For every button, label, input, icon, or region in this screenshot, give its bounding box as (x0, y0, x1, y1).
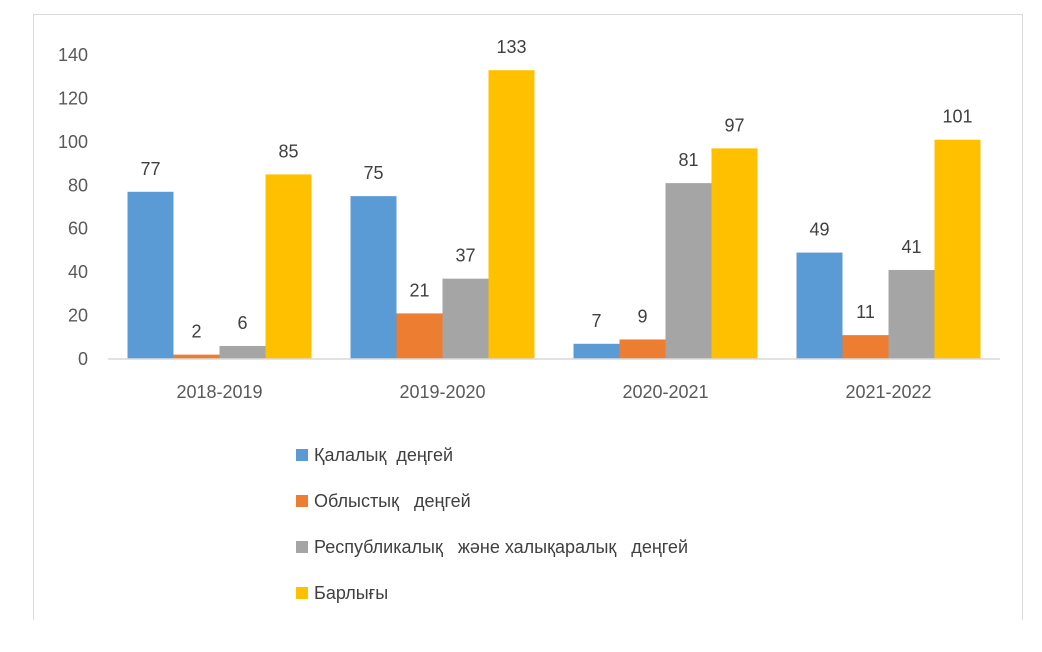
x-tick-label: 2019-2020 (399, 382, 485, 402)
data-label: 21 (409, 280, 429, 300)
x-tick-label: 2021-2022 (845, 382, 931, 402)
bar (796, 252, 843, 359)
legend-item: Республикалық және халықаралық деңгей (296, 524, 688, 570)
bar (619, 339, 666, 359)
bar (173, 354, 220, 359)
legend-label: Барлығы (314, 582, 389, 603)
bar (219, 345, 266, 359)
y-tick-label: 0 (78, 349, 88, 369)
bar (711, 148, 758, 359)
data-label: 7 (591, 311, 601, 331)
data-label: 9 (637, 306, 647, 326)
bar (573, 343, 620, 359)
y-tick-label: 60 (68, 219, 88, 239)
data-label: 11 (856, 302, 875, 322)
y-tick-label: 140 (58, 45, 88, 65)
legend-item: Қалалық деңгей (296, 432, 688, 478)
data-label: 37 (455, 246, 475, 266)
legend-swatch (296, 541, 308, 553)
bar (442, 278, 489, 359)
legend-swatch (296, 587, 308, 599)
x-tick-label: 2020-2021 (622, 382, 708, 402)
data-label: 97 (724, 115, 744, 135)
y-tick-label: 100 (58, 132, 88, 152)
data-label: 41 (901, 237, 921, 257)
legend-item: Облыстық деңгей (296, 478, 688, 524)
bar (350, 196, 397, 359)
bar (665, 183, 712, 359)
legend-label: Облыстық деңгей (314, 490, 471, 511)
data-label: 49 (809, 220, 829, 240)
chart-frame (33, 14, 1023, 620)
data-label: 85 (278, 141, 298, 161)
data-label: 77 (140, 159, 160, 179)
data-label: 101 (942, 107, 972, 127)
data-label: 75 (363, 163, 383, 183)
legend-swatch (296, 449, 308, 461)
bar (127, 191, 174, 359)
bar (488, 70, 535, 359)
legend-label: Қалалық деңгей (314, 444, 454, 465)
bar (842, 335, 889, 359)
bar (265, 174, 312, 359)
y-tick-label: 80 (68, 175, 88, 195)
legend-item: Барлығы (296, 570, 688, 616)
bar (934, 139, 981, 359)
y-tick-label: 20 (68, 306, 88, 326)
legend: Қалалық деңгей Облыстық деңгей Республикал… (296, 432, 688, 616)
bar (888, 269, 935, 359)
bar (396, 313, 443, 359)
data-label: 2 (191, 322, 201, 342)
data-label: 81 (678, 150, 698, 170)
legend-label: Республикалық және халықаралық деңгей (314, 536, 689, 557)
y-tick-label: 120 (58, 88, 88, 108)
data-label: 6 (237, 313, 247, 333)
legend-swatch (296, 495, 308, 507)
data-label: 133 (496, 37, 526, 57)
y-tick-label: 40 (68, 262, 88, 282)
x-tick-label: 2018-2019 (176, 382, 262, 402)
